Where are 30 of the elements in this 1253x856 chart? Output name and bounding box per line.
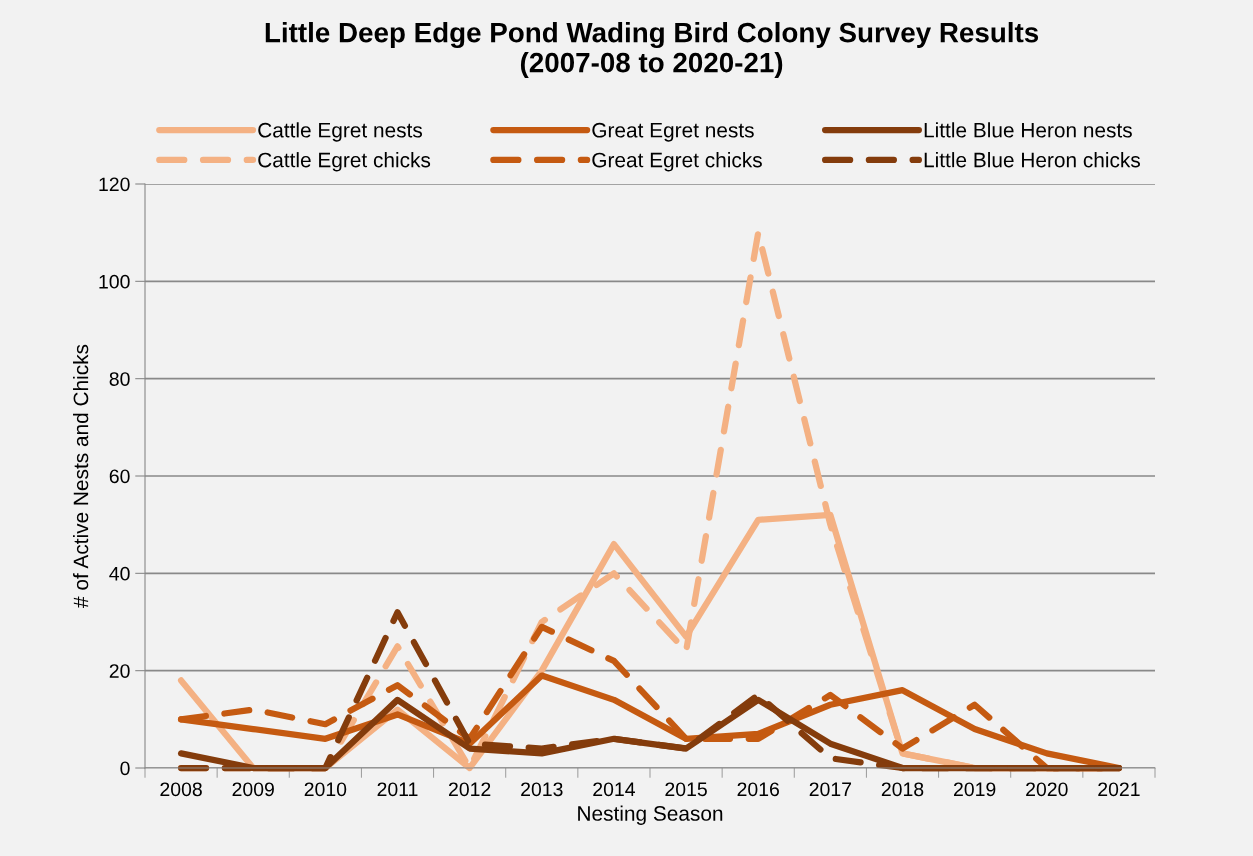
y-tick-label: 100 xyxy=(99,274,130,289)
legend-label: Great Egret chicks xyxy=(592,152,762,172)
legend-label: Cattle Egret chicks xyxy=(258,152,431,172)
x-tick-label: 2020 xyxy=(1026,782,1068,797)
y-tick-label: 120 xyxy=(99,177,130,192)
x-tick-label: 2012 xyxy=(449,782,491,797)
legend-label: Little Blue Heron nests xyxy=(924,122,1132,138)
legend-label: Great Egret nests xyxy=(592,122,754,142)
x-tick-label: 2009 xyxy=(232,782,274,797)
x-tick-label: 2013 xyxy=(521,782,563,797)
y-tick-label: 60 xyxy=(109,469,130,484)
x-tick-label: 2014 xyxy=(593,782,635,797)
x-tick-label: 2018 xyxy=(881,782,924,797)
y-tick-label: 20 xyxy=(109,664,130,678)
x-tick-label: 2011 xyxy=(377,782,418,797)
legend-label: Cattle Egret nests xyxy=(258,122,423,142)
x-tick-label: 2015 xyxy=(665,782,707,797)
x-tick-label: 2019 xyxy=(954,782,996,797)
x-tick-label: 2021 xyxy=(1098,782,1140,797)
x-tick-label: 2017 xyxy=(809,782,852,797)
x-tick-label: 2008 xyxy=(160,782,202,797)
x-axis-title: Nesting Season xyxy=(578,805,723,825)
y-axis-title: # of Active Nests and Chicks xyxy=(73,344,89,608)
x-tick-label: 2016 xyxy=(737,782,779,797)
y-tick-label: 0 xyxy=(120,761,130,776)
x-tick-label: 2010 xyxy=(304,782,347,797)
y-tick-label: 80 xyxy=(109,372,130,386)
chart-title: Little Deep Edge Pond Wading Bird Colony Survey Results (2007-08 to 2020-21) xyxy=(265,22,1039,78)
legend-label: Little Blue Heron chicks xyxy=(924,152,1140,168)
y-tick-label: 40 xyxy=(109,566,130,581)
